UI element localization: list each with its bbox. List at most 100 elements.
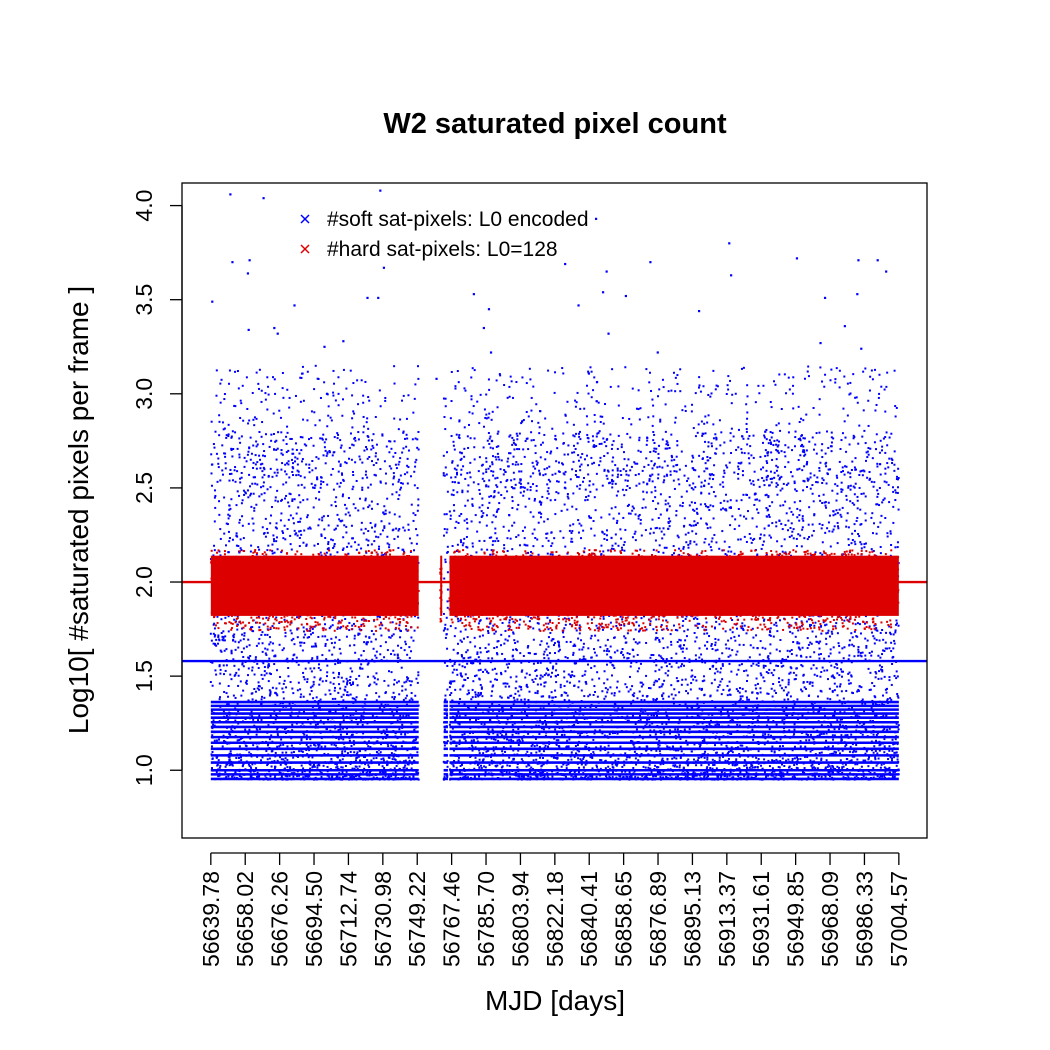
soft-point [333, 646, 336, 649]
soft-point [227, 435, 230, 438]
soft-point [306, 370, 309, 373]
soft-point [871, 512, 874, 515]
soft-point [404, 688, 407, 691]
soft-point [210, 472, 213, 475]
soft-point [558, 641, 561, 644]
soft-point [889, 530, 892, 533]
soft-point [398, 494, 401, 497]
soft-point [286, 758, 289, 761]
soft-point [603, 734, 606, 737]
soft-point [312, 506, 315, 509]
soft-point [261, 677, 264, 680]
soft-point [282, 396, 285, 399]
soft-point [398, 693, 401, 696]
soft-point [320, 534, 323, 537]
soft-point [572, 523, 575, 526]
soft-point [463, 703, 466, 706]
soft-point [399, 718, 402, 721]
soft-point [227, 517, 230, 520]
soft-point [365, 470, 368, 473]
soft-point [894, 499, 897, 502]
soft-point [261, 526, 264, 529]
soft-point [337, 676, 340, 679]
soft-point [255, 727, 258, 730]
soft-point [579, 758, 582, 761]
soft-point [595, 445, 598, 448]
soft-point [289, 767, 292, 770]
soft-point [594, 690, 597, 693]
soft-point [259, 759, 262, 762]
soft-point [868, 688, 871, 691]
soft-point [455, 520, 458, 523]
soft-point [345, 727, 348, 730]
soft-point [243, 456, 246, 459]
soft-point [362, 425, 365, 428]
soft-point [696, 697, 699, 700]
soft-point [353, 743, 356, 746]
soft-point [324, 462, 327, 465]
soft-point [330, 538, 333, 541]
soft-point [668, 496, 671, 499]
soft-point [315, 696, 318, 699]
soft-point [768, 534, 771, 537]
soft-point [567, 497, 570, 500]
soft-point [309, 763, 312, 766]
soft-point [257, 684, 260, 687]
soft-point [686, 775, 689, 778]
soft-point [403, 770, 406, 773]
soft-point [235, 544, 238, 547]
soft-point [210, 710, 213, 713]
soft-point [550, 714, 553, 717]
soft-point [281, 462, 284, 465]
soft-point [619, 528, 622, 531]
soft-point [523, 710, 526, 713]
soft-point [860, 765, 863, 768]
soft-point [673, 688, 676, 691]
soft-point [347, 694, 350, 697]
soft-point [442, 612, 445, 615]
soft-point [360, 379, 363, 382]
soft-point [287, 449, 290, 452]
soft-point [762, 666, 765, 669]
soft-point [364, 698, 367, 701]
soft-point [855, 519, 858, 522]
soft-point [239, 441, 242, 444]
soft-point [290, 548, 293, 551]
soft-point [364, 763, 367, 766]
soft-point [518, 740, 521, 743]
soft-point [503, 658, 506, 661]
soft-point [836, 719, 839, 722]
soft-point [240, 471, 243, 474]
soft-point [275, 448, 278, 451]
soft-point [327, 405, 330, 408]
soft-point [648, 724, 651, 727]
soft-point [299, 400, 302, 403]
soft-point [234, 771, 237, 774]
soft-point [406, 749, 409, 752]
soft-point [453, 663, 456, 666]
soft-point [321, 438, 324, 441]
soft-point [236, 623, 239, 626]
soft-point [525, 684, 528, 687]
soft-point [443, 415, 446, 418]
soft-point [456, 543, 459, 546]
soft-point [577, 732, 580, 735]
soft-point [324, 449, 327, 452]
soft-point [710, 540, 713, 543]
soft-point [466, 693, 469, 696]
soft-point [575, 432, 578, 435]
soft-point [391, 634, 394, 637]
soft-point [565, 767, 568, 770]
soft-point [841, 506, 844, 509]
soft-point [342, 493, 345, 496]
soft-point [593, 648, 596, 651]
soft-point [655, 697, 658, 700]
soft-point [328, 627, 331, 630]
soft-point [551, 473, 554, 476]
soft-point [626, 652, 629, 655]
soft-point [290, 632, 293, 635]
soft-point [493, 632, 496, 635]
soft-point [310, 645, 313, 648]
soft-point [460, 468, 463, 471]
soft-point [285, 473, 288, 476]
